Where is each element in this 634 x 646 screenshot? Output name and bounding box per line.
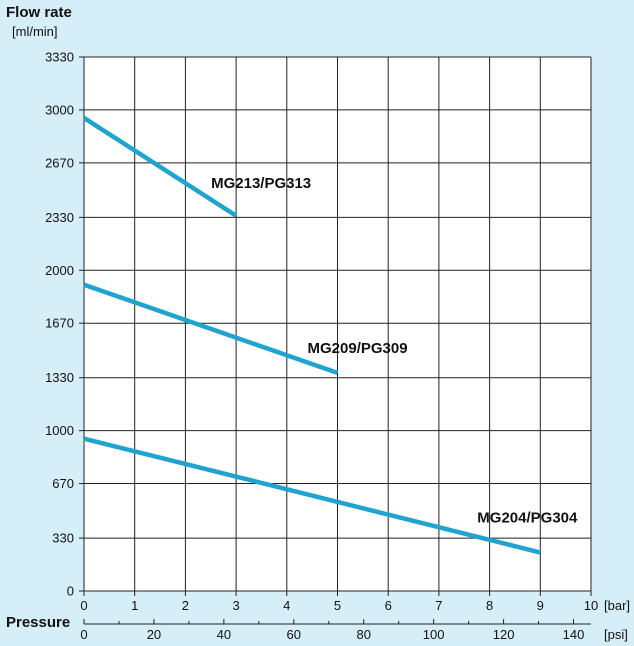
y-axis-title: Flow rate <box>6 4 72 21</box>
x-tick-label: 5 <box>334 598 341 613</box>
y-tick-label: 1000 <box>45 423 74 438</box>
x-unit-primary: [bar] <box>604 598 630 613</box>
y-axis-unit: [ml/min] <box>12 24 58 39</box>
series-line <box>83 436 541 555</box>
y-tick-label: 0 <box>67 584 74 599</box>
x-tick-label: 2 <box>182 598 189 613</box>
y-tick-label: 330 <box>52 531 74 546</box>
x-axis-title: Pressure <box>6 614 71 631</box>
x-tick-label: 6 <box>385 598 392 613</box>
series-label: MG209/PG309 <box>308 340 408 357</box>
x-tick-label: 9 <box>537 598 544 613</box>
series-line <box>83 282 339 376</box>
psi-tick-label: 100 <box>423 627 445 642</box>
x-tick-label: 1 <box>131 598 138 613</box>
y-tick-label: 1670 <box>45 316 74 331</box>
psi-tick-label: 20 <box>147 627 161 642</box>
series-line <box>82 116 238 218</box>
x-tick-label: 4 <box>283 598 290 613</box>
y-tick-label: 3000 <box>45 102 74 117</box>
x-tick-label: 3 <box>232 598 239 613</box>
x-tick-label: 10 <box>584 598 598 613</box>
y-tick-label: 1330 <box>45 370 74 385</box>
y-tick-label: 3330 <box>45 50 74 65</box>
x-tick-label: 7 <box>435 598 442 613</box>
psi-tick-label: 40 <box>217 627 231 642</box>
series-label: MG204/PG304 <box>477 510 578 527</box>
psi-tick-label: 60 <box>287 627 301 642</box>
y-tick-label: 2000 <box>45 263 74 278</box>
x-tick-label: 0 <box>80 598 87 613</box>
y-tick-label: 2670 <box>45 155 74 170</box>
psi-tick-label: 120 <box>493 627 515 642</box>
psi-tick-label: 140 <box>563 627 585 642</box>
x-unit-secondary: [psi] <box>604 627 628 642</box>
psi-tick-label: 0 <box>80 627 87 642</box>
y-tick-label: 2330 <box>45 210 74 225</box>
x-tick-label: 8 <box>486 598 493 613</box>
series-label: MG213/PG313 <box>211 175 311 192</box>
psi-tick-label: 80 <box>356 627 370 642</box>
y-tick-label: 670 <box>52 476 74 491</box>
